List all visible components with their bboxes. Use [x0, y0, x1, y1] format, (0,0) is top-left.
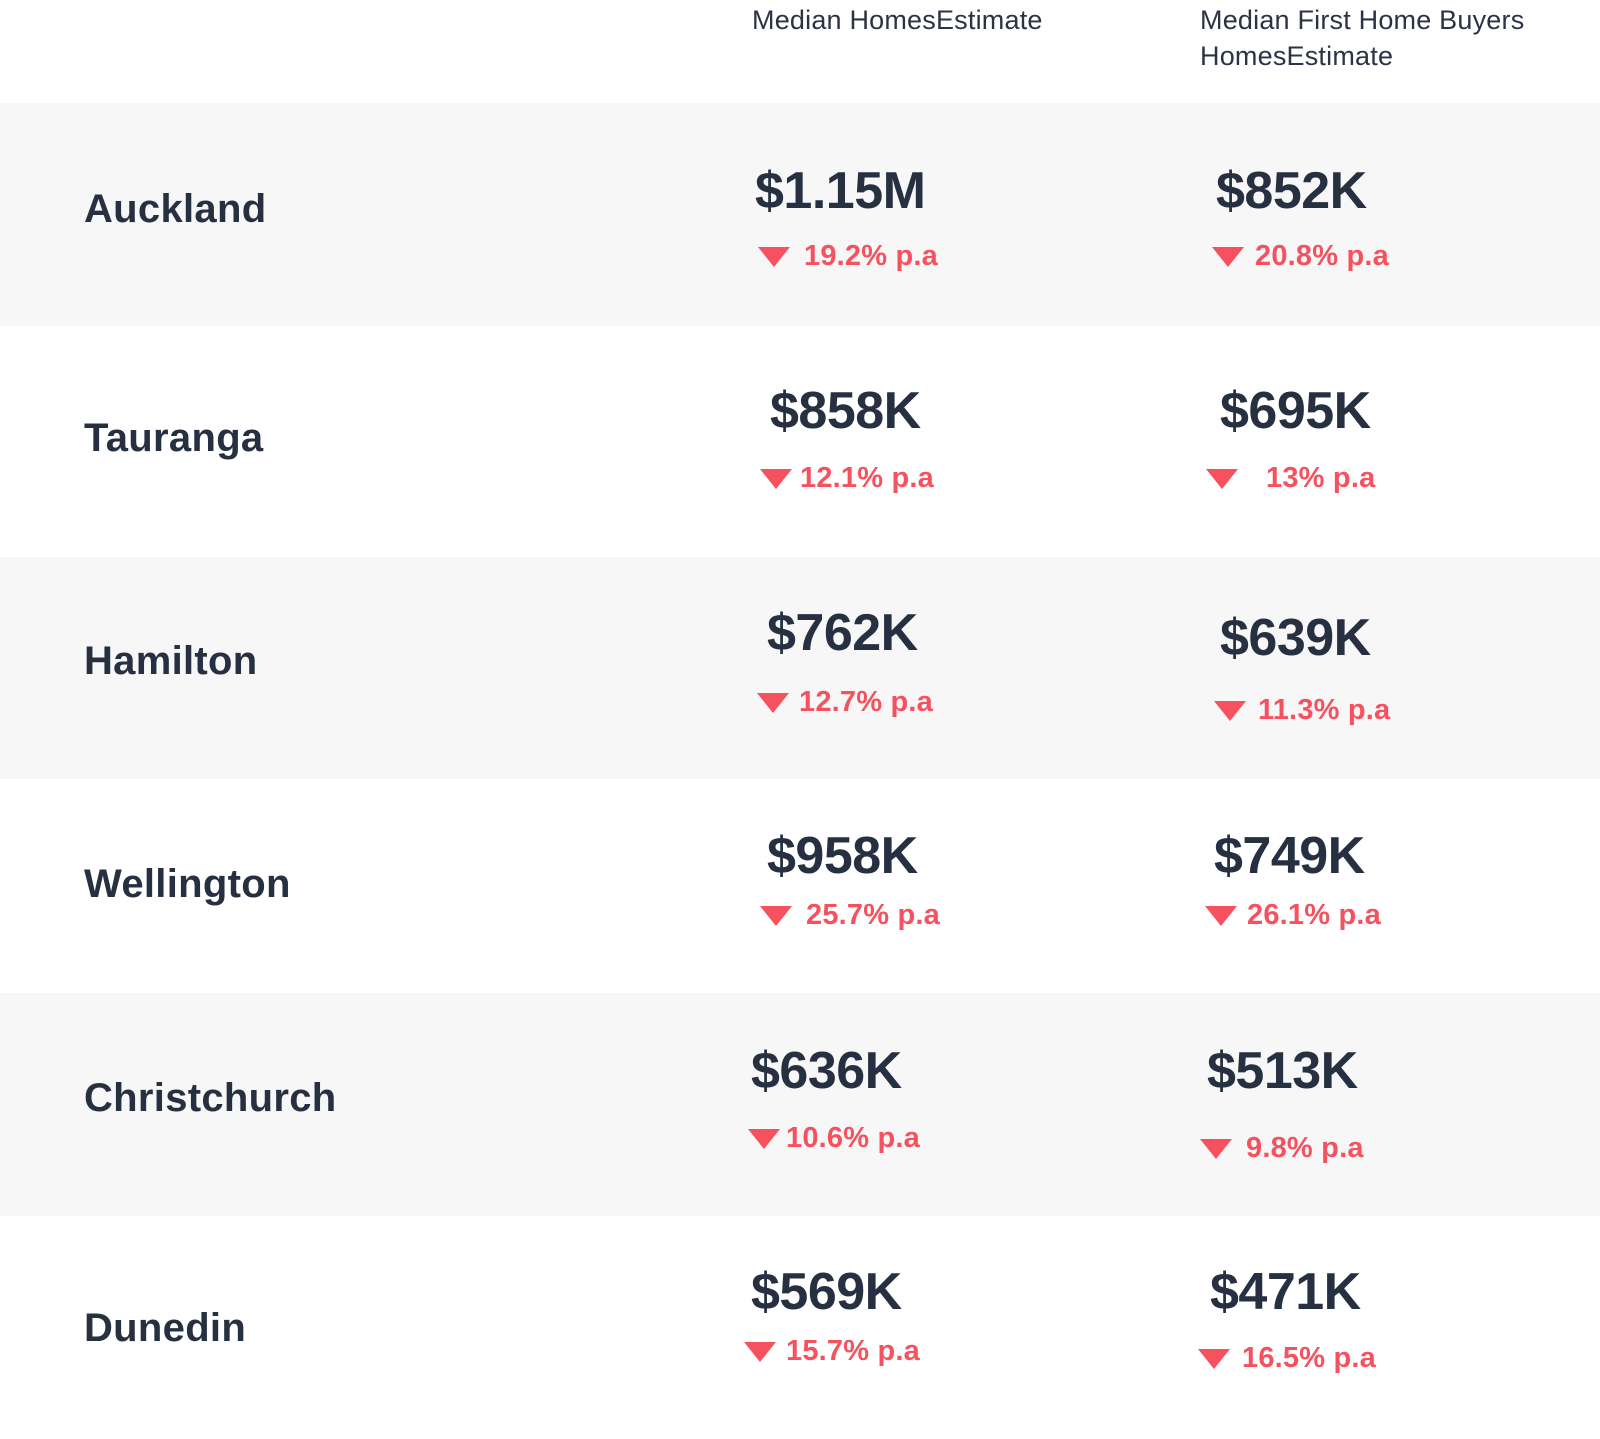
- first-home-change-value: 26.1% p.a: [1247, 899, 1381, 931]
- column-header-first-home: Median First Home Buyers HomesEstimate: [1200, 5, 1525, 71]
- table-row: Hamilton $762K 12.7% p.a $639K 11.3% p.a: [0, 557, 1600, 779]
- median-change-value: 19.2% p.a: [804, 240, 938, 272]
- down-triangle-icon: [748, 1129, 780, 1149]
- down-triangle-icon: [1206, 469, 1238, 489]
- city-name: Christchurch: [84, 1076, 337, 1120]
- column-header-median: Median HomesEstimate: [752, 5, 1043, 35]
- city-name: Auckland: [84, 187, 267, 231]
- city-name: Tauranga: [84, 416, 264, 460]
- median-change-value: 25.7% p.a: [806, 899, 940, 931]
- median-price: $636K: [751, 1042, 902, 1100]
- first-home-price: $749K: [1214, 827, 1365, 885]
- first-home-change-value: 20.8% p.a: [1255, 240, 1389, 272]
- city-name: Dunedin: [84, 1306, 247, 1350]
- table-header: Median HomesEstimate Median First Home B…: [0, 0, 1600, 103]
- first-home-price: $695K: [1220, 382, 1371, 440]
- first-home-change-value: 9.8% p.a: [1246, 1132, 1364, 1164]
- down-triangle-icon: [1212, 247, 1244, 267]
- median-price: $858K: [770, 382, 921, 440]
- table-row: Auckland $1.15M 19.2% p.a $852K 20.8% p.…: [0, 103, 1600, 326]
- first-home-price: $471K: [1210, 1263, 1361, 1321]
- down-triangle-icon: [1214, 701, 1246, 721]
- down-triangle-icon: [1205, 906, 1237, 926]
- down-triangle-icon: [760, 906, 792, 926]
- down-triangle-icon: [757, 693, 789, 713]
- median-change-value: 10.6% p.a: [786, 1122, 920, 1154]
- first-home-price: $639K: [1220, 609, 1371, 667]
- table-row: Wellington $958K 25.7% p.a $749K 26.1% p…: [0, 779, 1600, 993]
- median-price: $762K: [767, 604, 918, 662]
- median-price: $1.15M: [755, 162, 926, 220]
- median-change-value: 15.7% p.a: [786, 1335, 920, 1367]
- city-name: Wellington: [84, 862, 291, 906]
- city-name: Hamilton: [84, 639, 258, 683]
- first-home-change-value: 13% p.a: [1266, 462, 1376, 494]
- down-triangle-icon: [758, 247, 790, 267]
- down-triangle-icon: [760, 469, 792, 489]
- first-home-price: $852K: [1216, 162, 1367, 220]
- table-row: Dunedin $569K 15.7% p.a $471K 16.5% p.a: [0, 1216, 1600, 1439]
- first-home-change-value: 16.5% p.a: [1242, 1342, 1376, 1374]
- first-home-price: $513K: [1207, 1042, 1358, 1100]
- first-home-change-value: 11.3% p.a: [1258, 694, 1391, 726]
- table-row: Christchurch $636K 10.6% p.a $513K 9.8% …: [0, 993, 1600, 1216]
- down-triangle-icon: [1200, 1139, 1232, 1159]
- table-row: Tauranga $858K 12.1% p.a $695K 13% p.a: [0, 326, 1600, 557]
- down-triangle-icon: [1198, 1349, 1230, 1369]
- median-change-value: 12.1% p.a: [800, 462, 934, 494]
- median-change-value: 12.7% p.a: [799, 686, 933, 718]
- median-price: $958K: [767, 827, 918, 885]
- median-price: $569K: [751, 1263, 902, 1321]
- down-triangle-icon: [744, 1342, 776, 1362]
